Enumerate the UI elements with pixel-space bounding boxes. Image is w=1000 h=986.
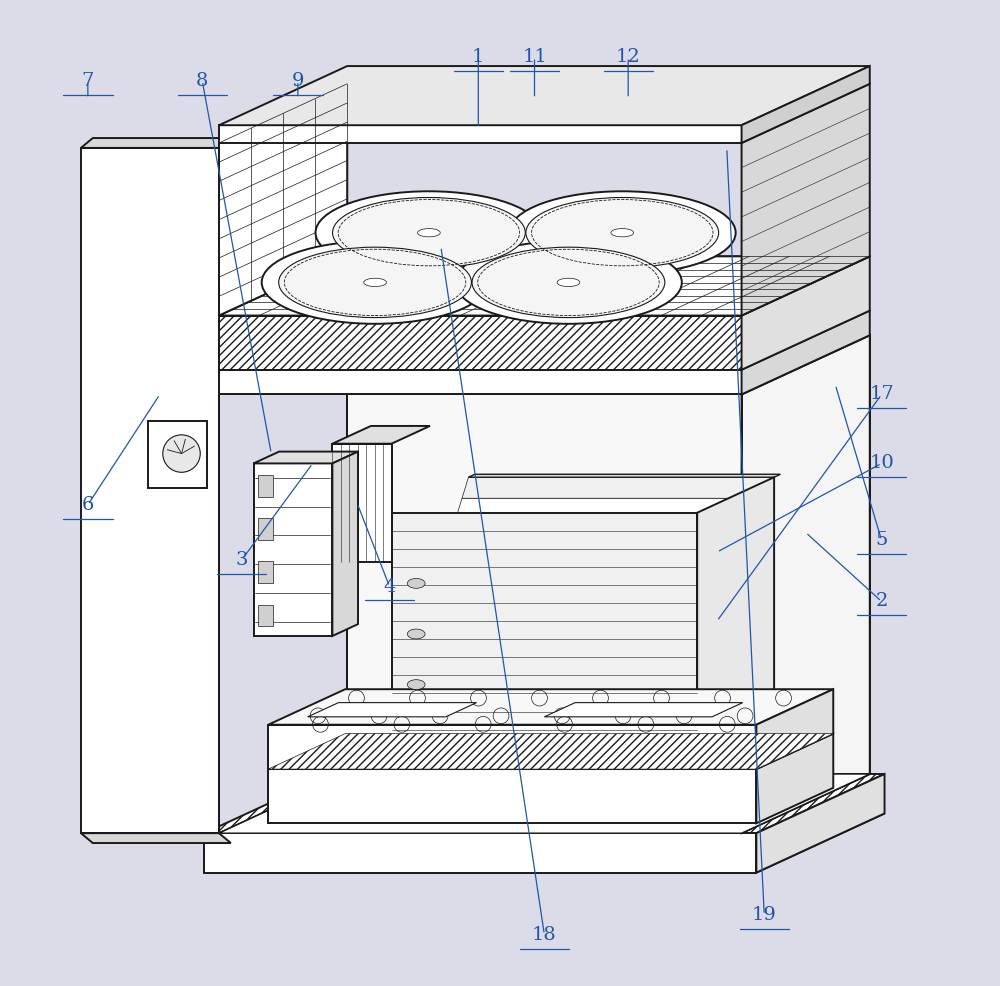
Polygon shape <box>268 689 833 725</box>
Text: 1: 1 <box>472 48 484 66</box>
Polygon shape <box>742 256 870 370</box>
Polygon shape <box>347 335 870 774</box>
Polygon shape <box>219 311 870 370</box>
Polygon shape <box>424 603 736 624</box>
Polygon shape <box>742 84 870 316</box>
Polygon shape <box>443 540 755 561</box>
Polygon shape <box>544 703 743 717</box>
Ellipse shape <box>316 191 542 274</box>
Polygon shape <box>756 734 833 823</box>
Polygon shape <box>332 426 430 444</box>
Bar <box>258 561 273 583</box>
Text: 10: 10 <box>869 455 894 472</box>
Polygon shape <box>219 66 870 125</box>
Polygon shape <box>204 774 885 833</box>
Ellipse shape <box>364 278 386 287</box>
Polygon shape <box>219 256 870 316</box>
Polygon shape <box>219 125 742 143</box>
Ellipse shape <box>279 247 471 317</box>
Polygon shape <box>392 709 704 730</box>
Polygon shape <box>254 452 358 463</box>
Polygon shape <box>417 624 729 646</box>
Ellipse shape <box>611 229 634 237</box>
Bar <box>258 475 273 497</box>
Text: 11: 11 <box>522 48 547 66</box>
Text: 19: 19 <box>752 906 777 924</box>
Text: 9: 9 <box>292 72 304 90</box>
Polygon shape <box>411 646 723 667</box>
Polygon shape <box>756 774 885 873</box>
Polygon shape <box>268 725 756 769</box>
Ellipse shape <box>333 197 525 268</box>
Polygon shape <box>742 66 870 143</box>
Polygon shape <box>456 498 768 520</box>
Polygon shape <box>332 452 358 636</box>
Polygon shape <box>392 513 697 730</box>
Polygon shape <box>332 444 392 562</box>
Polygon shape <box>268 769 756 823</box>
Polygon shape <box>742 335 870 833</box>
Ellipse shape <box>407 579 425 589</box>
Polygon shape <box>449 520 761 540</box>
Ellipse shape <box>557 278 580 287</box>
Ellipse shape <box>526 197 719 268</box>
Polygon shape <box>468 474 781 477</box>
Bar <box>258 604 273 626</box>
Polygon shape <box>742 311 870 394</box>
Polygon shape <box>81 138 231 148</box>
Text: 8: 8 <box>196 72 208 90</box>
Bar <box>258 519 273 540</box>
Text: 7: 7 <box>82 72 94 90</box>
Text: 3: 3 <box>235 551 248 569</box>
Ellipse shape <box>407 679 425 689</box>
Polygon shape <box>204 813 885 873</box>
Polygon shape <box>347 335 870 774</box>
Polygon shape <box>219 774 870 833</box>
Polygon shape <box>219 84 347 316</box>
Text: 2: 2 <box>875 593 888 610</box>
Polygon shape <box>462 477 774 498</box>
Ellipse shape <box>509 191 736 274</box>
Polygon shape <box>268 734 833 769</box>
Polygon shape <box>756 689 833 769</box>
Text: 4: 4 <box>383 578 396 596</box>
Ellipse shape <box>455 241 682 323</box>
Ellipse shape <box>407 629 425 639</box>
Text: 17: 17 <box>869 386 894 403</box>
Text: 6: 6 <box>82 496 94 514</box>
Text: 5: 5 <box>875 531 888 549</box>
Polygon shape <box>219 370 742 394</box>
Polygon shape <box>308 703 477 717</box>
Polygon shape <box>430 583 742 603</box>
Polygon shape <box>254 463 332 636</box>
Polygon shape <box>219 316 742 370</box>
Polygon shape <box>697 477 774 730</box>
Polygon shape <box>81 148 219 833</box>
Polygon shape <box>81 833 231 843</box>
Polygon shape <box>204 833 756 873</box>
Bar <box>148 421 207 488</box>
Text: 18: 18 <box>532 926 557 944</box>
Polygon shape <box>219 774 870 833</box>
Polygon shape <box>436 561 748 583</box>
Ellipse shape <box>163 435 200 472</box>
Polygon shape <box>268 734 833 769</box>
Polygon shape <box>219 84 347 316</box>
Polygon shape <box>398 687 710 709</box>
Polygon shape <box>219 774 870 833</box>
Ellipse shape <box>418 229 440 237</box>
Ellipse shape <box>262 241 488 323</box>
Ellipse shape <box>472 247 665 317</box>
Polygon shape <box>219 256 870 316</box>
Polygon shape <box>404 667 716 687</box>
Text: 12: 12 <box>616 48 641 66</box>
